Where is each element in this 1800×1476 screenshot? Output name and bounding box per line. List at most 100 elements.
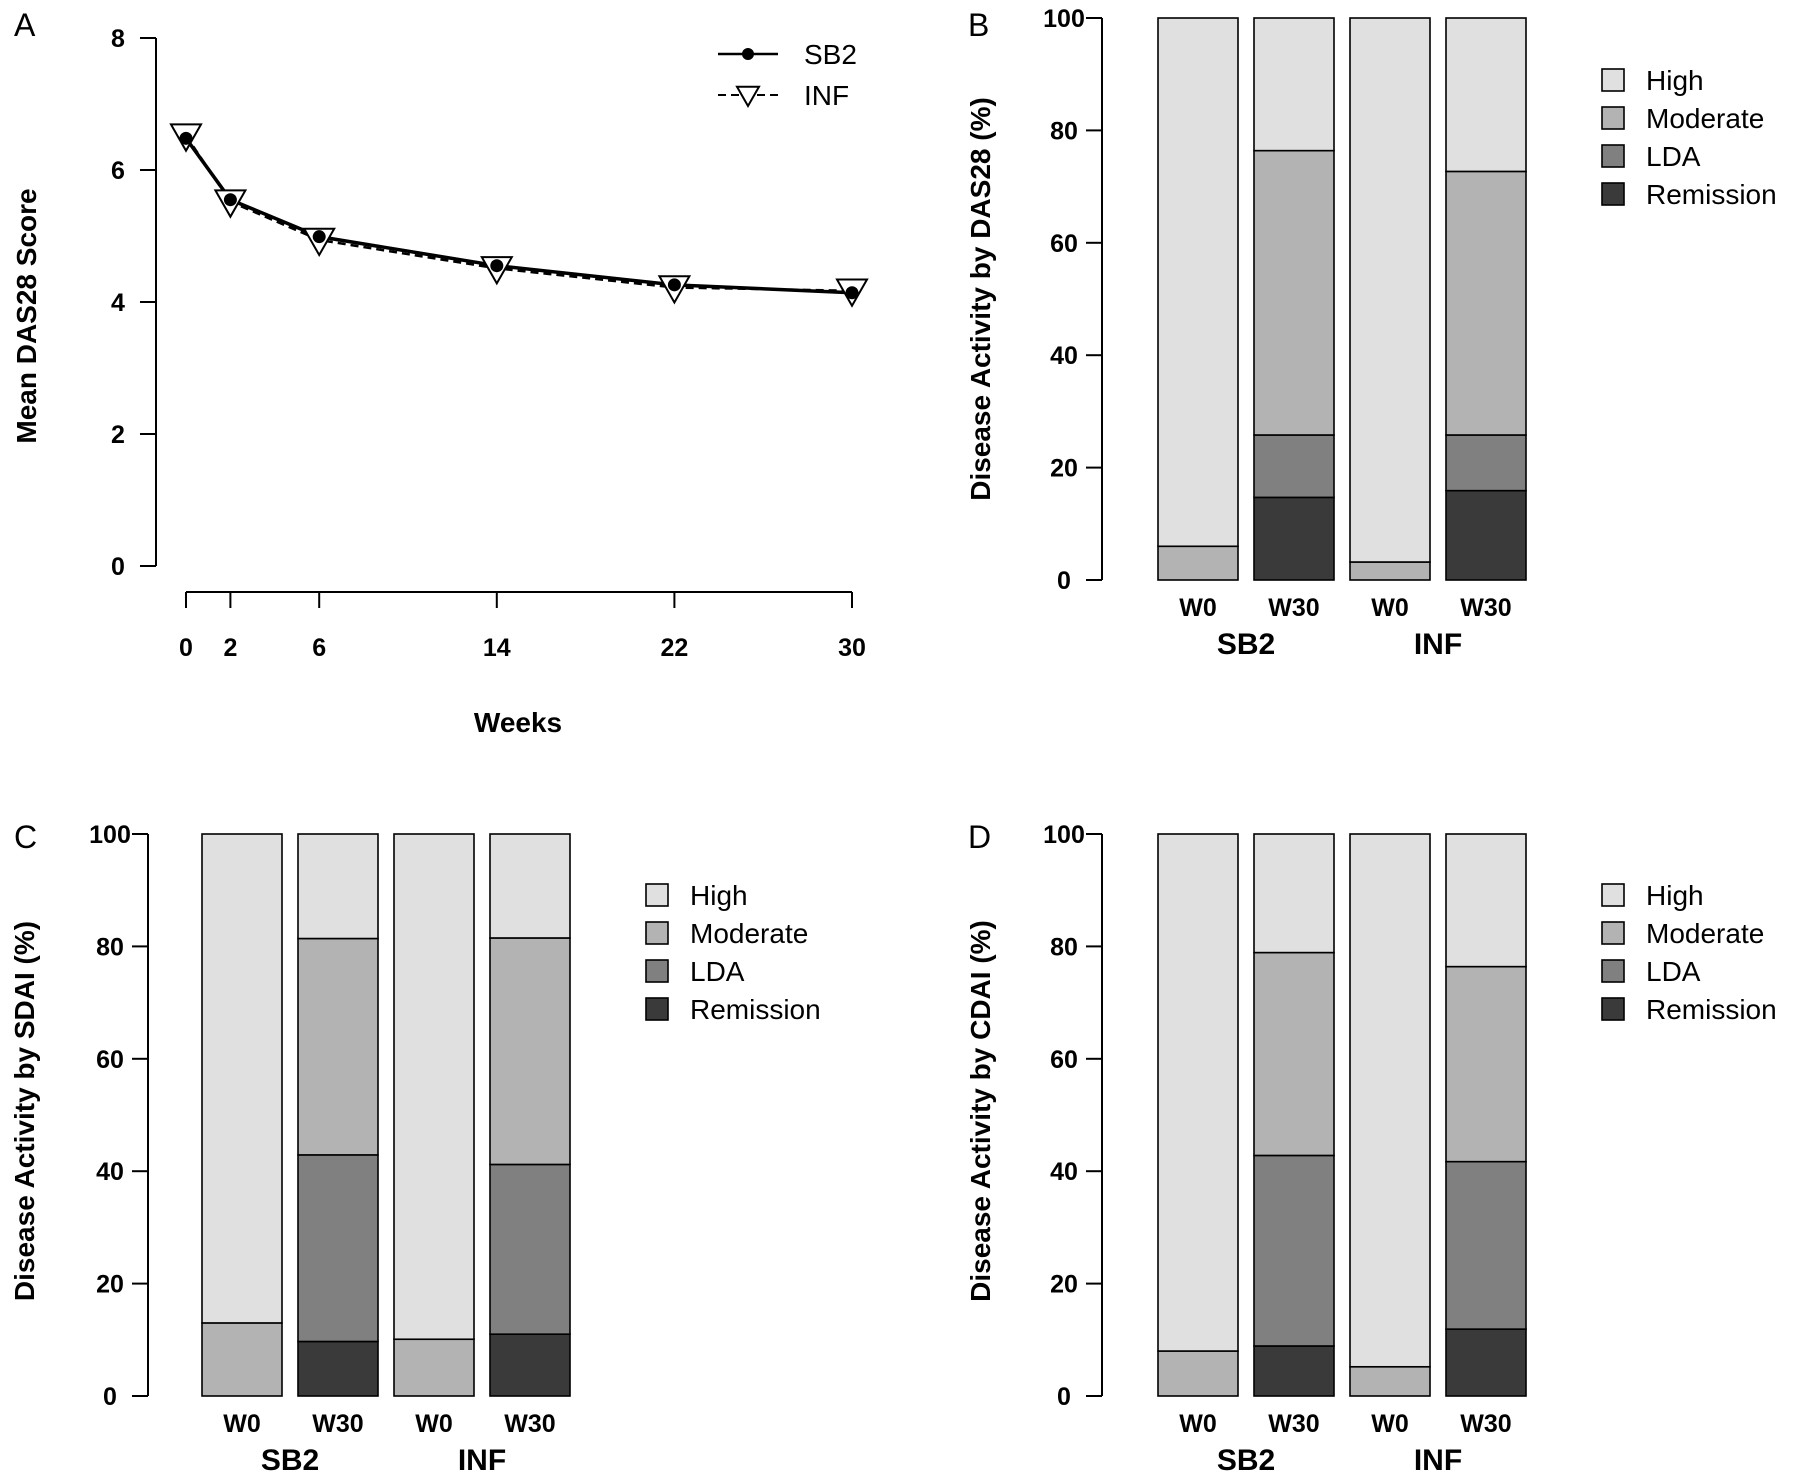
panel-b-bar-high: [1253, 17, 1335, 152]
panel-b-bar-moderate: [1253, 149, 1335, 436]
panel-d-category-label: W0: [1179, 1410, 1217, 1438]
panel-c-y-tick-label: 0: [103, 1383, 117, 1411]
panel-d-bar-high: [1349, 833, 1431, 1368]
panel-b-legend-swatch-lda: [1601, 144, 1625, 168]
panel-b-category-label: W0: [1179, 594, 1217, 622]
panel-c-y-tick-label: 60: [96, 1046, 124, 1074]
panel-b-bar-remission: [1445, 489, 1527, 581]
panel-c-bar-remission: [297, 1340, 379, 1397]
panel-c-bar-moderate: [201, 1322, 283, 1397]
panel-d-bar-moderate: [1157, 1350, 1239, 1397]
panel-c-y-tick-label: 40: [96, 1158, 124, 1186]
panel-b-y-tick-label: 100: [1043, 5, 1085, 33]
legend-label-sb2: SB2: [804, 39, 857, 70]
panel-d-bar-moderate: [1349, 1365, 1431, 1397]
panel-c-stacked-bar-chart: C 0 20 40 60 80 100 W0 W30 W0 W30 SB2 INF High Modera…: [9, 819, 821, 1476]
panel-c-plot: 0 20 40 60 80 100 W0 W30 W0 W30 SB2 INF High Moderate…: [89, 821, 821, 1476]
panel-a-y-tick-label: 6: [111, 157, 125, 185]
panel-d-bar-high: [1253, 833, 1335, 954]
panel-c-legend-swatch-moderate: [645, 921, 669, 945]
panel-c-y-tick-label: 100: [89, 821, 131, 849]
panel-b-legend-swatch-high: [1601, 68, 1625, 92]
panel-b-y-tick-label: 60: [1050, 230, 1078, 258]
panel-c-bar-high: [201, 833, 283, 1324]
data-point-sb2: [179, 131, 193, 145]
panel-b-bar-moderate: [1157, 545, 1239, 581]
panel-c-legend-label-moderate: Moderate: [690, 918, 808, 949]
panel-a-x-tick-label: 22: [660, 634, 688, 662]
panel-a-x-tick-label: 0: [179, 634, 193, 662]
panel-d-bar-moderate: [1253, 951, 1335, 1157]
panel-c-legend-swatch-high: [645, 883, 669, 907]
panel-d-group-label: INF: [1414, 1444, 1462, 1476]
panel-c-y-axis-title: Disease Activity by SDAI (%): [9, 921, 40, 1301]
panel-b-bar-lda: [1445, 434, 1527, 492]
panel-b-y-tick-label: 0: [1057, 567, 1071, 595]
legend-marker-sb2: [742, 48, 754, 60]
panel-c-y-tick-label: 80: [96, 933, 124, 961]
panel-c-category-label: W30: [312, 1410, 363, 1438]
panel-b-bar-high: [1157, 17, 1239, 548]
panel-c-bar-high: [393, 833, 475, 1341]
panel-a-line-chart: A 0 2 4 6 8 0 2 6 14 22 30 SB2 INF Weeks Mean DAS28…: [11, 7, 869, 738]
panel-c-bar-moderate: [297, 937, 379, 1156]
panel-d-legend-swatch-moderate: [1601, 921, 1625, 945]
panel-d-stacked-bar-chart: D 0 20 40 60 80 100 W0 W30 W0 W30 SB2 INF High Modera…: [965, 819, 1777, 1476]
panel-b-bar-high: [1349, 17, 1431, 563]
panel-d-legend-label-remission: Remission: [1646, 994, 1777, 1025]
panel-d-legend-swatch-high: [1601, 883, 1625, 907]
panel-a-x-tick-label: 30: [838, 634, 866, 662]
panel-d-bar-moderate: [1445, 965, 1527, 1163]
panel-d-plot: 0 20 40 60 80 100 W0 W30 W0 W30 SB2 INF High Moderate…: [1043, 821, 1777, 1476]
panel-c-legend-swatch-remission: [645, 997, 669, 1021]
panel-c-legend-label-remission: Remission: [690, 994, 821, 1025]
panel-b-y-tick-label: 80: [1050, 117, 1078, 145]
panel-d-legend-label-high: High: [1646, 880, 1704, 911]
panel-c-bar-high: [297, 833, 379, 940]
panel-a-x-tick-label: 2: [223, 634, 237, 662]
panel-c-bar-remission: [489, 1333, 571, 1397]
panel-b-stacked-bar-chart: B 0 20 40 60 80 100 W0 W30 W0 W30 SB2 INF High Modera…: [965, 5, 1777, 661]
panel-a-x-tick-label: 6: [312, 634, 326, 662]
panel-d-legend-label-moderate: Moderate: [1646, 918, 1764, 949]
panel-b-bar-remission: [1253, 496, 1335, 581]
panel-a-axes: 0 2 4 6 8 0 2 6 14 22 30: [111, 25, 866, 662]
panel-c-legend-label-high: High: [690, 880, 748, 911]
panel-c-category-label: W30: [504, 1410, 555, 1438]
panel-a-legend: SB2 INF: [718, 39, 857, 111]
panel-c-y-tick-label: 20: [96, 1271, 124, 1299]
panel-b-legend-label-moderate: Moderate: [1646, 103, 1764, 134]
panel-b-legend-label-high: High: [1646, 65, 1704, 96]
panel-b-legend-swatch-remission: [1601, 182, 1625, 206]
panel-b-category-label: W0: [1371, 594, 1409, 622]
panel-d-bar-remission: [1445, 1328, 1527, 1397]
panel-d-y-tick-label: 80: [1050, 933, 1078, 961]
panel-a-x-tick-label: 14: [483, 634, 511, 662]
panel-d-legend-swatch-remission: [1601, 997, 1625, 1021]
data-point-sb2: [223, 193, 237, 207]
data-point-sb2: [312, 230, 326, 244]
panel-b-category-label: W30: [1268, 594, 1319, 622]
panel-b-bar-lda: [1253, 434, 1335, 499]
panel-c-legend-label-lda: LDA: [690, 956, 745, 987]
data-point-sb2: [490, 259, 504, 273]
panel-letter-a: A: [14, 7, 36, 43]
panel-letter-d: D: [968, 819, 991, 855]
panel-d-bar-high: [1157, 833, 1239, 1352]
panel-d-category-label: W30: [1268, 1410, 1319, 1438]
panel-c-category-label: W0: [223, 1410, 261, 1438]
panel-b-category-label: W30: [1460, 594, 1511, 622]
panel-c-bar-high: [489, 833, 571, 939]
panel-d-y-tick-label: 0: [1057, 1383, 1071, 1411]
panel-d-group-label: SB2: [1217, 1444, 1275, 1476]
panel-c-group-label: SB2: [261, 1444, 319, 1476]
panel-d-bar-lda: [1253, 1154, 1335, 1347]
panel-c-bar-moderate: [489, 937, 571, 1166]
panel-d-category-label: W0: [1371, 1410, 1409, 1438]
data-point-sb2: [667, 278, 681, 292]
panel-b-group-label: SB2: [1217, 628, 1275, 661]
panel-b-bar-moderate: [1349, 561, 1431, 581]
panel-d-bar-remission: [1253, 1345, 1335, 1397]
panel-b-y-tick-label: 20: [1050, 455, 1078, 483]
